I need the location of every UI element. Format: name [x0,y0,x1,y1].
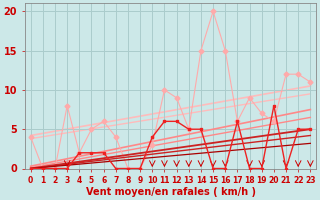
X-axis label: Vent moyen/en rafales ( km/h ): Vent moyen/en rafales ( km/h ) [85,187,256,197]
